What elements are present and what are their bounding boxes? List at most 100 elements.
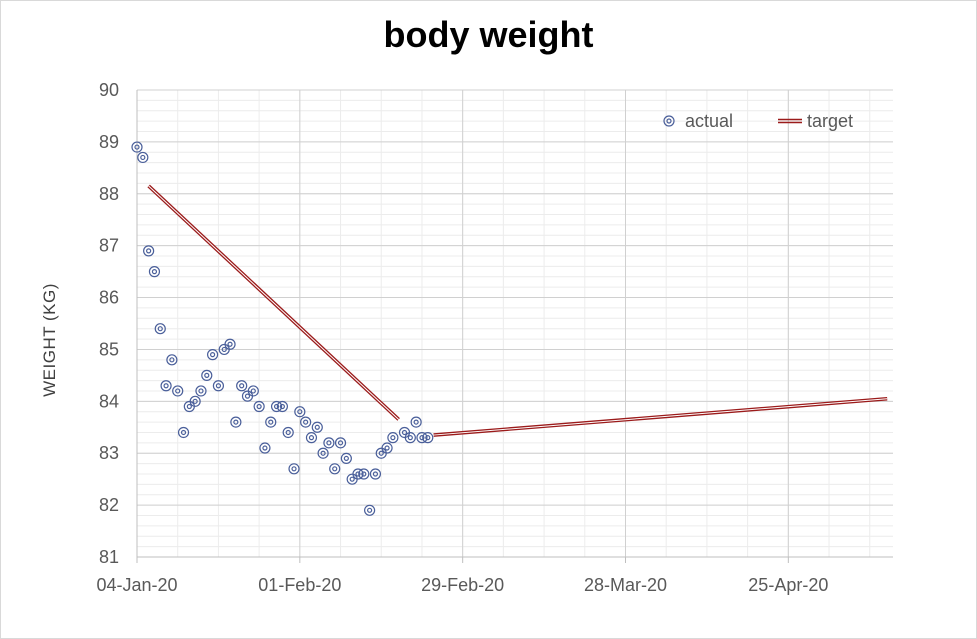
- actual-point: [201, 369, 213, 381]
- actual-point-outer: [212, 380, 225, 392]
- y-tick-label: 90: [99, 80, 119, 100]
- actual-point-outer: [236, 380, 248, 392]
- actual-point-outer: [346, 473, 358, 485]
- actual-point-inner: [326, 440, 332, 446]
- actual-point-inner: [192, 398, 198, 404]
- actual-point-inner: [425, 435, 431, 441]
- actual-point-inner: [215, 383, 222, 389]
- actual-point-inner: [384, 445, 390, 451]
- actual-point-outer: [172, 385, 184, 397]
- legend-actual-marker: [663, 115, 675, 127]
- actual-point-outer: [276, 400, 288, 413]
- actual-point-outer: [259, 442, 271, 454]
- actual-point-inner: [407, 435, 413, 441]
- target-line-segment-core: [433, 398, 888, 436]
- actual-point: [305, 432, 318, 444]
- actual-point: [195, 385, 207, 397]
- legend-target-label: target: [807, 111, 853, 131]
- actual-point: [300, 416, 312, 428]
- actual-point: [131, 141, 143, 153]
- actual-point: [183, 400, 195, 413]
- series-actual: [131, 141, 434, 516]
- actual-point-inner: [163, 383, 169, 389]
- actual-point-inner: [233, 419, 239, 425]
- x-tick-label: 25-Apr-20: [748, 575, 828, 595]
- actual-point-outer: [177, 426, 190, 439]
- actual-point-inner: [285, 429, 291, 436]
- actual-point: [241, 390, 254, 402]
- actual-point: [259, 442, 271, 454]
- actual-point-inner: [180, 429, 187, 436]
- actual-point-inner: [273, 403, 280, 410]
- actual-point-outer: [230, 416, 242, 428]
- y-tick-label: 82: [99, 495, 119, 515]
- actual-point-inner: [157, 326, 163, 332]
- y-tick-label: 81: [99, 547, 119, 567]
- actual-point-inner: [244, 393, 251, 399]
- actual-point: [236, 380, 248, 392]
- actual-point-outer: [137, 151, 149, 164]
- actual-point-outer: [410, 416, 422, 428]
- actual-point: [172, 385, 184, 397]
- actual-point: [160, 380, 172, 392]
- x-tick-label: 28-Mar-20: [584, 575, 667, 595]
- target-line-segment-core: [148, 185, 400, 420]
- actual-point: [410, 416, 422, 428]
- actual-point-outer: [160, 380, 172, 392]
- actual-point-inner: [146, 248, 152, 254]
- actual-point-inner: [337, 440, 344, 446]
- actual-point-outer: [404, 432, 416, 444]
- actual-point-inner: [413, 419, 419, 425]
- actual-point-inner: [239, 383, 245, 389]
- y-tick-label: 83: [99, 443, 119, 463]
- x-tick-label: 01-Feb-20: [258, 575, 341, 595]
- actual-point-outer: [311, 421, 323, 433]
- chart-title: body weight: [383, 14, 594, 55]
- actual-point: [294, 406, 306, 418]
- actual-point: [224, 338, 236, 350]
- actual-point-outer: [352, 468, 364, 480]
- actual-point: [148, 266, 161, 278]
- actual-point-inner: [297, 409, 303, 415]
- actual-point: [369, 468, 382, 480]
- actual-point: [270, 400, 283, 413]
- actual-point: [166, 354, 178, 366]
- actual-point: [230, 416, 242, 428]
- actual-point: [334, 437, 347, 449]
- actual-point-outer: [265, 416, 277, 428]
- actual-point-outer: [247, 385, 259, 397]
- actual-point-outer: [282, 426, 294, 439]
- actual-point-outer: [189, 395, 201, 407]
- actual-point-outer: [364, 504, 376, 516]
- actual-point-inner: [210, 352, 216, 358]
- actual-point-inner: [291, 466, 297, 472]
- actual-point-inner: [367, 507, 373, 513]
- actual-point-inner: [308, 435, 315, 441]
- actual-point-outer: [358, 468, 370, 480]
- y-tick-label: 88: [99, 184, 119, 204]
- actual-point-inner: [134, 144, 140, 150]
- actual-point-outer: [131, 141, 143, 153]
- actual-point-inner: [390, 435, 396, 441]
- y-tick-label: 87: [99, 236, 119, 256]
- actual-point: [288, 463, 300, 475]
- actual-point-outer: [207, 349, 219, 361]
- actual-point-inner: [140, 154, 146, 161]
- actual-point-outer: [270, 400, 283, 413]
- actual-point-inner: [419, 435, 425, 441]
- y-axis-label: WEIGHT (KG): [40, 283, 59, 397]
- actual-point-outer: [288, 463, 300, 475]
- actual-point-inner: [268, 419, 274, 425]
- actual-point: [282, 426, 294, 439]
- actual-point: [381, 442, 393, 454]
- actual-point: [247, 385, 259, 397]
- actual-point-inner: [250, 388, 256, 394]
- actual-point: [154, 323, 166, 335]
- actual-point-inner: [401, 429, 408, 436]
- actual-point: [422, 432, 434, 444]
- actual-point-inner: [320, 450, 326, 456]
- y-tick-label: 89: [99, 132, 119, 152]
- actual-point-inner: [169, 357, 175, 363]
- axes: [136, 90, 893, 563]
